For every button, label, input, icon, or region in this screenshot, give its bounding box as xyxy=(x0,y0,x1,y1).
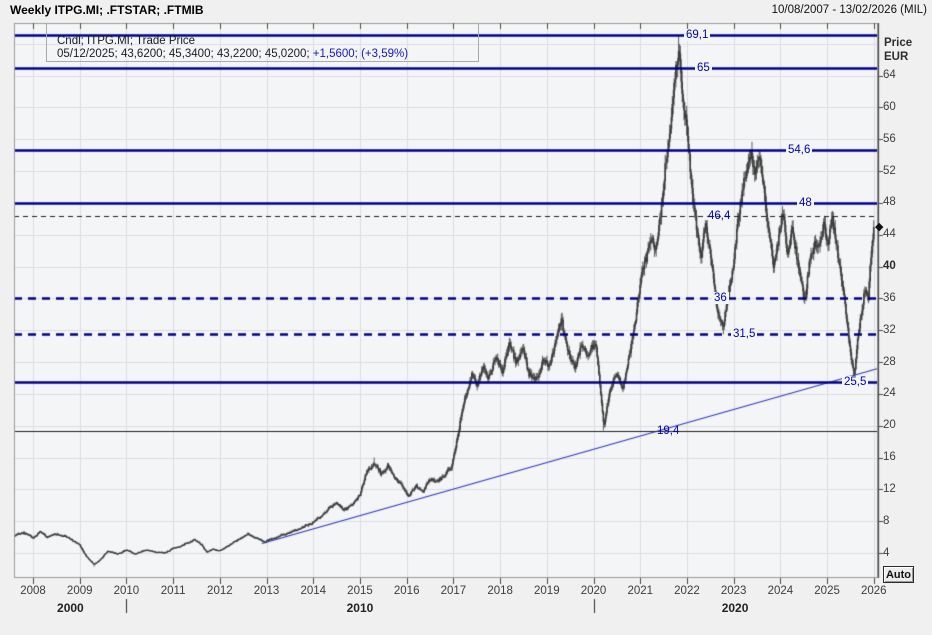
year-tick-label: 2014 xyxy=(300,585,327,597)
auto-scale-button[interactable]: Auto xyxy=(883,566,914,583)
year-tick-label: 2025 xyxy=(814,585,840,597)
year-tick-label: 2017 xyxy=(440,585,467,597)
price-level-label: 25,5 xyxy=(842,375,869,388)
window-title: Weekly ITPG.MI; .FTSTAR; .FTMIB xyxy=(10,3,204,17)
price-tick-label: 36 xyxy=(883,291,896,304)
price-level-label: 54,6 xyxy=(786,144,813,157)
price-level-label: 46,4 xyxy=(708,209,731,222)
legend-ohlc-line: 05/12/2025; 43,6200; 45,3400; 43,2200; 4… xyxy=(57,48,408,60)
year-tick-label: 2008 xyxy=(20,585,46,597)
year-tick-label: 2009 xyxy=(66,585,93,597)
year-tick-label: 2020 xyxy=(580,585,607,597)
price-axis-title: Price EUR xyxy=(884,36,912,64)
price-level-label: 65 xyxy=(695,61,712,74)
year-tick-label: 2012 xyxy=(207,585,233,597)
price-tick-label: 12 xyxy=(883,482,896,495)
year-tick-label: 2019 xyxy=(534,585,560,597)
price-tick-label: 56 xyxy=(883,132,896,145)
year-tick-label: 2022 xyxy=(674,585,700,597)
price-axis-title-line1: Price xyxy=(884,37,913,49)
legend-box[interactable]: Cndl; ITPG.MI; Trade Price 05/12/2025; 4… xyxy=(46,23,479,62)
decade-label: 2020 xyxy=(721,601,749,615)
price-tick-label: 32 xyxy=(883,323,896,336)
price-tick-label: 28 xyxy=(883,355,896,368)
price-tick-label: 52 xyxy=(883,164,896,177)
price-tick-label: 20 xyxy=(883,419,896,432)
price-tick-label: 48 xyxy=(883,196,896,209)
price-axis-title-line2: EUR xyxy=(884,51,909,63)
price-tick-label: 4 xyxy=(883,546,890,559)
last-price-diamond-icon: ◆ xyxy=(875,220,884,233)
title-bar: Weekly ITPG.MI; .FTSTAR; .FTMIB 10/08/20… xyxy=(0,0,932,20)
price-tick-label: 40 xyxy=(883,260,896,273)
price-tick-label: 64 xyxy=(883,69,896,82)
year-tick-label: 2015 xyxy=(347,585,373,597)
legend-change-values: +1,5600; (+3,59%) xyxy=(312,48,409,60)
year-tick-label: 2010 xyxy=(113,585,140,597)
year-tick-label: 2011 xyxy=(160,585,186,597)
price-tick-label: 24 xyxy=(883,387,896,400)
year-tick-label: 2023 xyxy=(720,585,747,597)
price-level-label: 48 xyxy=(797,196,814,209)
year-tick-label: 2026 xyxy=(860,585,887,597)
price-tick-label: 8 xyxy=(883,514,890,527)
price-tick-label: 16 xyxy=(883,451,896,464)
price-level-label: 19,4 xyxy=(657,424,680,437)
price-level-label: 69,1 xyxy=(684,28,711,41)
price-tick-label: 60 xyxy=(883,100,896,113)
year-tick-label: 2016 xyxy=(393,585,420,597)
price-level-label: 36 xyxy=(712,292,729,305)
legend-ohlc-values: 05/12/2025; 43,6200; 45,3400; 43,2200; 4… xyxy=(57,48,313,60)
legend-series-label: Cndl; ITPG.MI; Trade Price xyxy=(57,35,196,47)
year-tick-label: 2021 xyxy=(627,585,654,597)
price-tick-label: 44 xyxy=(883,228,896,241)
price-level-label: 31,5 xyxy=(731,328,758,341)
decade-label: 2000 xyxy=(57,601,84,615)
year-tick-label: 2024 xyxy=(767,585,794,597)
year-tick-label: 2018 xyxy=(487,585,513,597)
date-range-label: 10/08/2007 - 13/02/2026 (MIL) xyxy=(771,4,927,16)
decade-label: 2010 xyxy=(346,601,374,615)
year-tick-label: 2013 xyxy=(253,585,280,597)
